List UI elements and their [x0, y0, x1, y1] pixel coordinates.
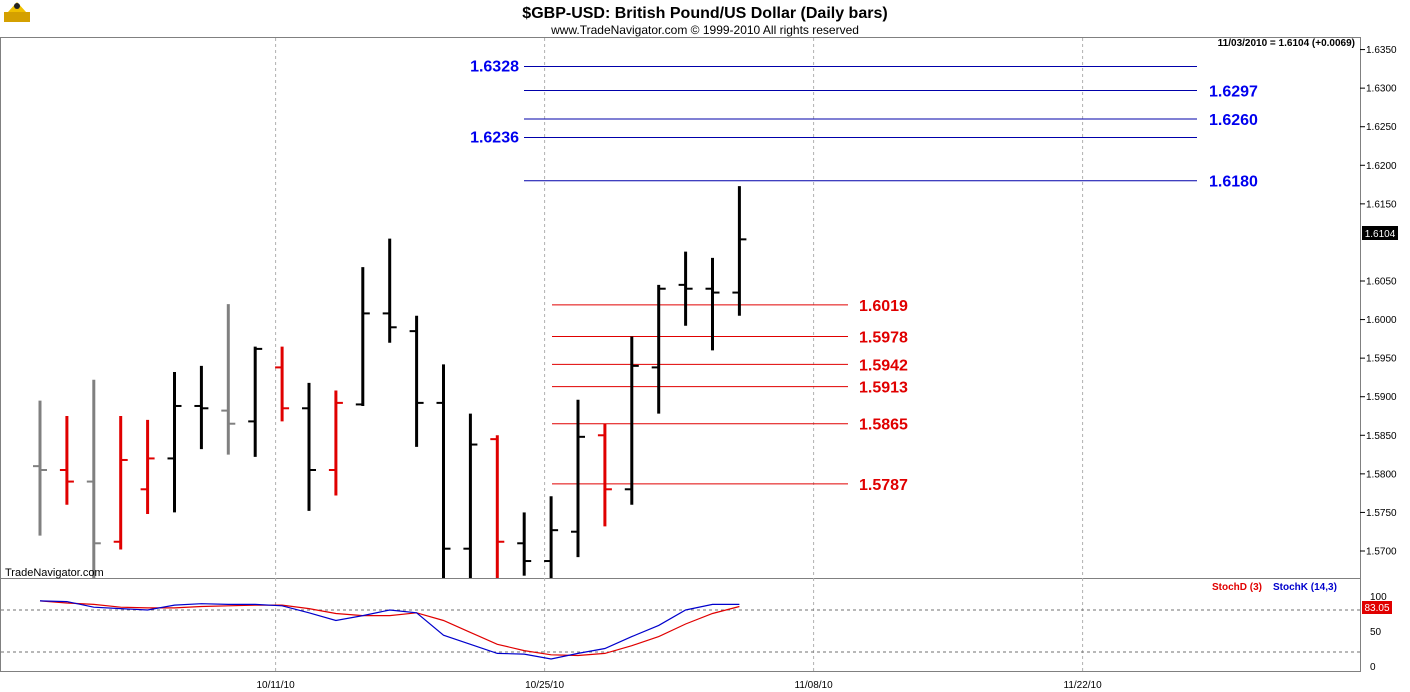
ohlc-bar — [705, 257, 720, 351]
price-tick-label: 1.5850 — [1366, 431, 1397, 442]
svg-text:1.6104: 1.6104 — [1365, 229, 1396, 240]
ohlc-bar — [194, 365, 209, 450]
stoch-tick-label: 100 — [1370, 592, 1387, 603]
price-tick-label: 1.5800 — [1366, 469, 1397, 480]
ohlc-bar — [328, 390, 343, 496]
resistance-label: 1.6328 — [470, 59, 519, 76]
fib-levels: 1.6328 1.6297 1.6260 1.6236 1.6180 1.6019 1.59… — [470, 59, 1258, 494]
price-axis: 1.5700 1.5750 1.5800 1.5850 1.5900 1.5950 1.60… — [1360, 45, 1397, 558]
stoch-value-marker: 83.05 — [1362, 601, 1392, 614]
price-tick-label: 1.6350 — [1366, 45, 1397, 56]
date-axis: 10/11/10 10/25/10 11/08/10 11/22/10 — [257, 680, 1103, 691]
price-tick-label: 1.5750 — [1366, 508, 1397, 519]
support-label: 1.5865 — [859, 417, 908, 434]
ohlc-bar — [678, 251, 693, 326]
chart-subtitle: www.TradeNavigator.com © 1999-2010 All r… — [550, 23, 859, 37]
grid — [275, 38, 1084, 671]
ohlc-bar — [221, 304, 236, 455]
ohlc-bar — [59, 416, 74, 505]
ohlc-bar — [275, 346, 290, 422]
ohlc-bar — [463, 413, 478, 578]
price-tick-label: 1.6000 — [1366, 315, 1397, 326]
resistance-label: 1.6297 — [1209, 83, 1258, 100]
stoch-k-label: StochK (14,3) — [1273, 582, 1337, 593]
ohlc-bar — [140, 419, 155, 514]
ohlc-bar — [597, 423, 612, 527]
ohlc-bar — [732, 186, 747, 316]
ohlc-bar — [167, 372, 182, 513]
svg-text:83.05: 83.05 — [1364, 603, 1389, 614]
ohlc-bar — [355, 267, 370, 406]
chart-title: $GBP-USD: British Pound/US Dollar (Daily… — [522, 5, 887, 22]
price-tick-label: 1.6200 — [1366, 161, 1397, 172]
support-label: 1.6019 — [859, 298, 908, 315]
ohlc-bar — [490, 435, 505, 578]
stoch-d-line — [39, 600, 740, 657]
support-label: 1.5942 — [859, 357, 908, 374]
last-price-marker: 1.6104 — [1362, 226, 1398, 240]
stoch-tick-label: 50 — [1370, 627, 1382, 638]
price-tick-label: 1.6150 — [1366, 199, 1397, 210]
ohlc-bar — [33, 400, 47, 536]
date-tick-label: 10/11/10 — [257, 680, 296, 691]
stoch-tick-label: 0 — [1370, 662, 1376, 673]
resistance-label: 1.6180 — [1209, 174, 1258, 191]
last-quote: 11/03/2010 = 1.6104 (+0.0069) — [1218, 38, 1355, 49]
ohlc-bar — [544, 496, 559, 578]
resistance-label: 1.6236 — [470, 130, 519, 147]
price-tick-label: 1.6050 — [1366, 277, 1397, 288]
support-label: 1.5978 — [859, 330, 908, 347]
logo-icon — [4, 2, 30, 22]
ohlc-bar — [113, 416, 128, 550]
ohlc-bar — [624, 336, 639, 505]
price-tick-label: 1.5900 — [1366, 392, 1397, 403]
price-tick-label: 1.5700 — [1366, 547, 1397, 558]
date-tick-label: 10/25/10 — [525, 680, 564, 691]
price-tick-label: 1.6300 — [1366, 84, 1397, 95]
price-tick-label: 1.6250 — [1366, 122, 1397, 133]
stochastic-panel — [0, 578, 1361, 672]
support-label: 1.5913 — [859, 380, 908, 397]
ohlc-bar — [517, 512, 532, 576]
stochastic-oscillator: 100 50 0 — [1, 592, 1387, 673]
ohlc-bar — [436, 364, 451, 578]
ohlc-bars — [33, 186, 747, 578]
ohlc-bar — [302, 382, 316, 511]
stoch-d-label: StochD (3) — [1212, 582, 1262, 593]
watermark: TradeNavigator.com — [5, 567, 104, 579]
ohlc-bar — [86, 379, 101, 578]
ohlc-bar — [409, 315, 424, 447]
ohlc-bar — [651, 284, 666, 414]
ohlc-bar — [382, 238, 397, 343]
stoch-k-line — [39, 600, 740, 660]
support-label: 1.5787 — [859, 477, 908, 494]
ohlc-bar — [248, 346, 263, 457]
price-tick-label: 1.5950 — [1366, 354, 1397, 365]
date-tick-label: 11/08/10 — [795, 680, 834, 691]
ohlc-bar — [571, 399, 585, 558]
date-tick-label: 11/22/10 — [1064, 680, 1103, 691]
resistance-label: 1.6260 — [1209, 112, 1258, 129]
